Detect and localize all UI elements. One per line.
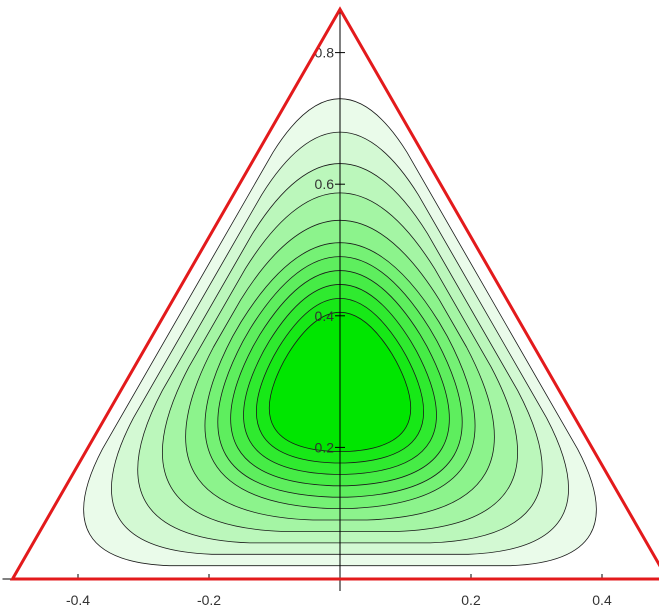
- contour-line-11: [268, 312, 412, 452]
- contour-line-4: [162, 192, 518, 532]
- x-tick-label: -0.4: [66, 592, 90, 608]
- x-tick-label: -0.2: [197, 592, 221, 608]
- y-tick-label: 0.2: [315, 439, 335, 455]
- y-tick-label: 0.4: [315, 308, 335, 324]
- y-tick-label: 0.8: [315, 45, 335, 61]
- triangle-boundary: [9, 6, 659, 581]
- contour-line-10: [256, 297, 424, 464]
- contour-line-3: [137, 163, 543, 544]
- y-ticks: 0.2 0.4 0.6 0.8: [315, 45, 345, 455]
- contour-line-6: [204, 242, 476, 509]
- contour-line-7: [217, 256, 463, 498]
- x-tick-label: 0.2: [461, 592, 481, 608]
- contour-line-2: [111, 131, 569, 555]
- contour-line-1: [83, 98, 597, 567]
- y-tick-label: 0.6: [315, 176, 335, 192]
- contour-line-8: [230, 270, 450, 487]
- contour-line-9: [243, 284, 437, 475]
- contour-lines: [83, 98, 597, 567]
- contour-line-5: [185, 219, 495, 521]
- x-tick-label: 0.4: [592, 592, 612, 608]
